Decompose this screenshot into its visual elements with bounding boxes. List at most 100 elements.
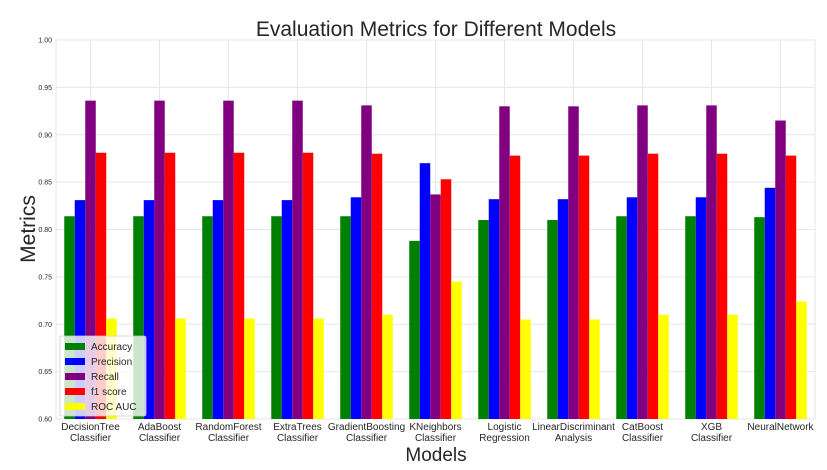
- x-tick-label: Regression: [479, 433, 530, 444]
- bar-roc-auc: [727, 314, 738, 419]
- bar-precision: [281, 200, 293, 419]
- bar-recall: [568, 106, 579, 419]
- bar-f1-score: [509, 155, 521, 419]
- x-tick-label: Classifier: [622, 433, 664, 444]
- bar-accuracy: [616, 216, 627, 419]
- x-tick-label: Analysis: [555, 433, 592, 444]
- bar-f1-score: [716, 153, 728, 419]
- x-tick-label: Classifier: [70, 433, 112, 444]
- bar-accuracy: [340, 216, 351, 419]
- bar-recall: [223, 100, 234, 419]
- bar-precision: [143, 200, 155, 419]
- bar-accuracy: [478, 220, 489, 419]
- legend-swatch: [65, 358, 85, 365]
- legend-label: f1 score: [91, 387, 127, 398]
- x-tick-label: RandomForest: [195, 422, 261, 433]
- bar-recall: [292, 100, 303, 419]
- bar-accuracy: [547, 220, 558, 419]
- legend-label: ROC AUC: [91, 402, 137, 413]
- bar-accuracy: [64, 216, 75, 419]
- bar-roc-auc: [382, 314, 393, 419]
- y-tick-label: 0.80: [38, 227, 52, 234]
- y-tick-label: 1.00: [38, 38, 52, 45]
- x-tick-label: AdaBoost: [138, 422, 182, 433]
- x-tick-label: Classifier: [139, 433, 181, 444]
- bar-accuracy: [685, 216, 696, 419]
- bar-accuracy: [754, 217, 765, 419]
- bar-f1-score: [578, 155, 590, 419]
- x-tick-label: CatBoost: [622, 422, 663, 433]
- bar-precision: [419, 163, 431, 419]
- bar-recall: [706, 105, 717, 419]
- y-tick-label: 0.65: [38, 369, 52, 376]
- bar-precision: [488, 199, 500, 419]
- bar-accuracy: [271, 216, 282, 419]
- bar-accuracy: [202, 216, 213, 419]
- bar-recall: [361, 105, 372, 419]
- legend-swatch: [65, 403, 85, 410]
- legend-swatch: [65, 343, 85, 350]
- legend-label: Accuracy: [91, 342, 132, 353]
- bar-f1-score: [95, 152, 107, 419]
- bar-roc-auc: [175, 318, 186, 419]
- y-tick-label: 0.60: [38, 417, 52, 424]
- y-tick-label: 0.70: [38, 322, 52, 329]
- bar-f1-score: [302, 152, 314, 419]
- x-axis-label: Models: [405, 445, 466, 466]
- bar-f1-score: [233, 152, 245, 419]
- legend-label: Recall: [91, 372, 119, 383]
- bar-recall: [85, 100, 96, 419]
- legend-swatch: [65, 373, 85, 380]
- bar-roc-auc: [520, 319, 531, 419]
- bar-recall: [637, 105, 648, 419]
- legend-box: [59, 335, 147, 417]
- y-tick-label: 0.95: [38, 85, 52, 92]
- x-tick-label: KNeighbors: [409, 422, 461, 433]
- x-tick-label: Classifier: [277, 433, 319, 444]
- bar-accuracy: [409, 240, 420, 419]
- bar-recall: [430, 194, 441, 419]
- y-tick-label: 0.75: [38, 274, 52, 281]
- bar-recall: [775, 120, 786, 419]
- bar-roc-auc: [658, 314, 669, 419]
- bar-precision: [557, 199, 569, 419]
- bar-roc-auc: [244, 318, 255, 419]
- y-tick-label: 0.90: [38, 132, 52, 139]
- bar-precision: [695, 197, 707, 419]
- x-tick-label: Classifier: [691, 433, 733, 444]
- x-tick-label: Classifier: [346, 433, 388, 444]
- bar-precision: [350, 197, 362, 419]
- x-tick-label: GradientBoosting: [328, 422, 405, 433]
- x-tick-label: Classifier: [208, 433, 250, 444]
- bar-f1-score: [164, 152, 176, 419]
- x-tick-label: LinearDiscriminant: [532, 422, 615, 433]
- chart-title: Evaluation Metrics for Different Models: [256, 18, 616, 41]
- bar-recall: [154, 100, 165, 419]
- bar-roc-auc: [313, 318, 324, 419]
- bar-f1-score: [785, 155, 797, 419]
- bar-f1-score: [371, 153, 383, 419]
- bar-roc-auc: [796, 301, 807, 419]
- y-axis-label: Metrics: [17, 195, 40, 263]
- x-tick-label: DecisionTree: [61, 422, 120, 433]
- bar-accuracy: [133, 216, 144, 419]
- bar-precision: [626, 197, 638, 419]
- bar-precision: [212, 200, 224, 419]
- legend-label: Precision: [91, 357, 132, 368]
- legend: Accuracy Precision Recall f1 score ROC AUC: [59, 335, 147, 417]
- bar-f1-score: [440, 179, 452, 419]
- bar-roc-auc: [589, 319, 600, 419]
- x-tick-labels: DecisionTreeClassifierAdaBoostClassifier…: [61, 422, 814, 444]
- x-tick-label: Classifier: [415, 433, 457, 444]
- x-tick-label: NeuralNetwork: [747, 422, 814, 433]
- y-tick-labels: 0.60 0.65 0.70 0.75 0.80 0.85 0.90 0.95 1.00: [38, 38, 52, 424]
- bar-precision: [764, 187, 776, 419]
- legend-swatch: [65, 388, 85, 395]
- x-tick-label: XGB: [701, 422, 722, 433]
- x-tick-label: ExtraTrees: [273, 422, 322, 433]
- bar-f1-score: [647, 153, 659, 419]
- bar-recall: [499, 106, 510, 419]
- y-tick-label: 0.85: [38, 180, 52, 187]
- x-tick-label: Logistic: [488, 422, 522, 433]
